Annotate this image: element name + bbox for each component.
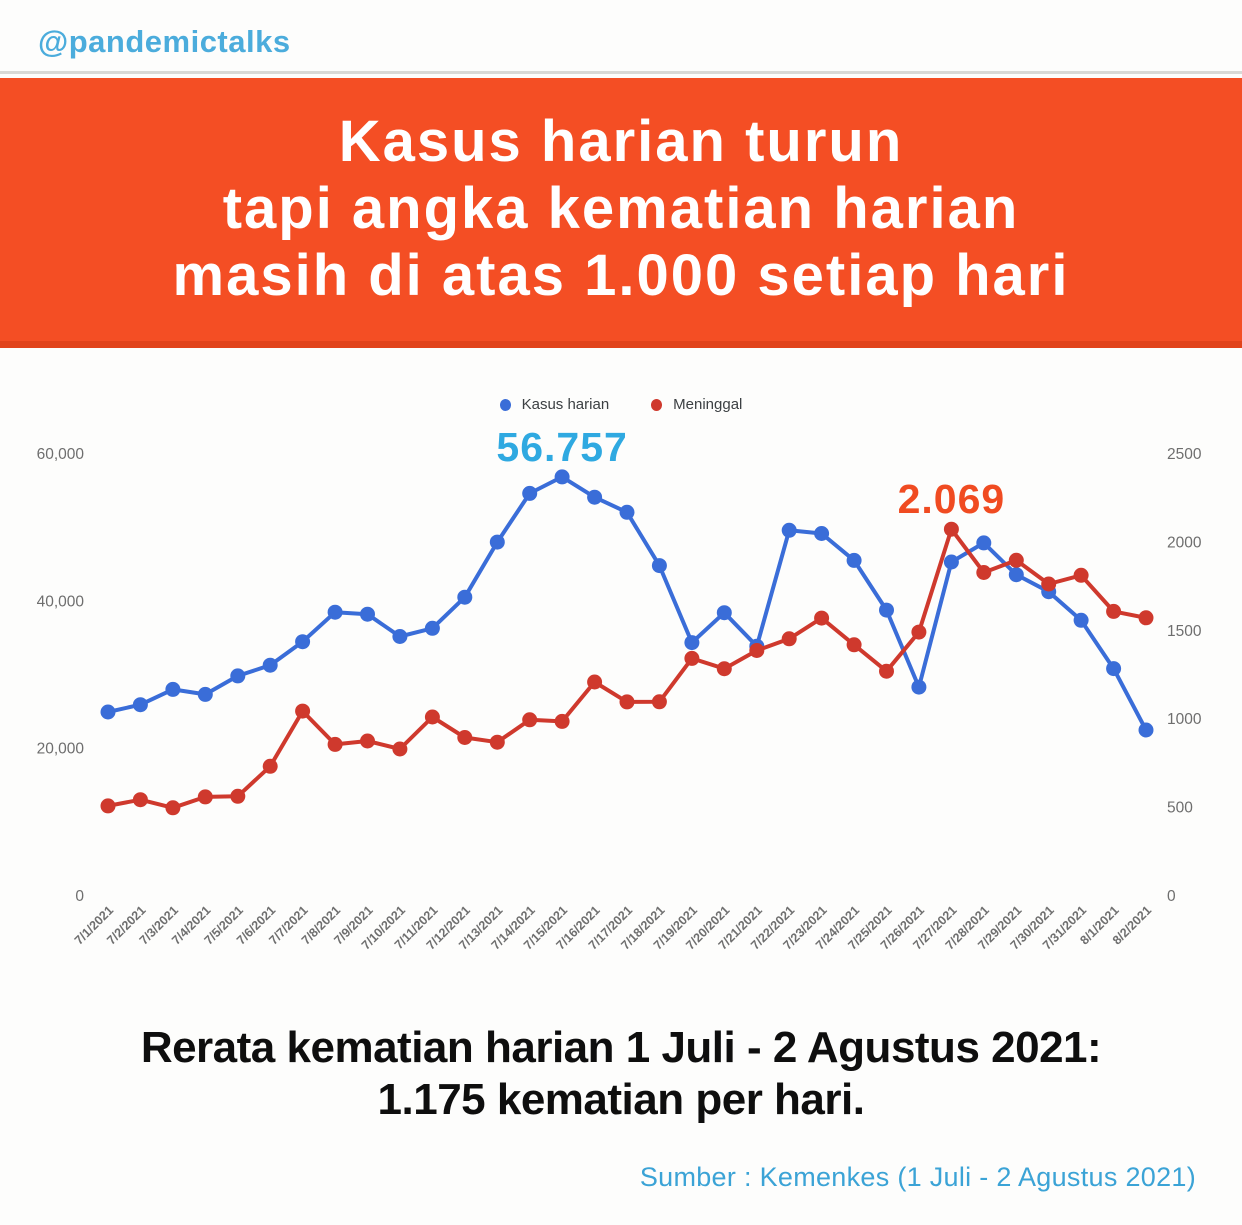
legend-label-meninggal: Meninggal xyxy=(673,396,743,413)
summary-line-2: 1.175 kematian per hari. xyxy=(377,1075,865,1124)
summary-text: Rerata kematian harian 1 Juli - 2 Agustu… xyxy=(0,1022,1242,1126)
data-point xyxy=(457,589,473,605)
headline-line-1: Kasus harian turun xyxy=(338,109,904,174)
data-point xyxy=(360,733,375,749)
data-point xyxy=(554,713,570,729)
data-point xyxy=(1073,567,1089,583)
legend-item-meninggal: Meninggal xyxy=(651,396,742,413)
data-point xyxy=(522,712,538,728)
data-point xyxy=(587,674,603,690)
data-point xyxy=(424,709,440,725)
left-axis-tick: 0 xyxy=(75,888,84,905)
right-axis-tick: 1000 xyxy=(1167,711,1202,728)
data-point xyxy=(489,534,505,550)
right-axis-tick: 500 xyxy=(1167,800,1193,817)
data-point xyxy=(197,789,213,805)
data-point xyxy=(749,643,765,658)
headline-line-2: tapi angka kematian harian xyxy=(222,176,1020,241)
chart-legend: Kasus harian Meninggal xyxy=(0,396,1242,413)
data-point xyxy=(976,535,992,551)
data-point xyxy=(327,736,343,752)
data-point xyxy=(587,489,603,505)
right-axis-tick: 2500 xyxy=(1167,446,1202,463)
divider-line xyxy=(0,71,1242,74)
legend-item-kasus-harian: Kasus harian xyxy=(499,396,610,413)
right-axis-tick: 1500 xyxy=(1167,623,1202,640)
data-point xyxy=(879,602,894,618)
data-point xyxy=(846,552,862,568)
data-point xyxy=(619,504,635,520)
summary-line-1: Rerata kematian harian 1 Juli - 2 Agustu… xyxy=(140,1023,1102,1072)
data-point xyxy=(911,679,927,695)
annotation-2.069: 2.069 xyxy=(898,476,1006,522)
data-point xyxy=(230,788,246,804)
data-point xyxy=(1041,576,1057,592)
data-point xyxy=(197,686,213,702)
data-point xyxy=(165,681,181,697)
headline-banner: Kasus harian turun tapi angka kematian h… xyxy=(0,78,1242,348)
data-point xyxy=(619,694,635,710)
source-attribution: Sumber : Kemenkes (1 Juli - 2 Agustus 20… xyxy=(639,1162,1196,1192)
data-point xyxy=(684,635,700,651)
data-point xyxy=(943,521,959,537)
brand-handle: @pandemictalks xyxy=(38,24,291,59)
data-point xyxy=(1106,603,1122,619)
data-point xyxy=(100,704,116,720)
legend-dot-red-icon xyxy=(651,398,663,411)
data-point xyxy=(132,697,148,713)
data-point xyxy=(846,637,862,653)
left-axis-tick: 40,000 xyxy=(37,593,85,610)
data-point xyxy=(1106,661,1122,677)
data-point xyxy=(814,526,830,541)
data-point xyxy=(1008,552,1024,568)
data-point xyxy=(716,605,732,621)
data-point xyxy=(522,485,538,501)
data-point xyxy=(684,650,700,666)
data-point xyxy=(1008,567,1024,583)
data-point xyxy=(327,604,343,620)
data-point xyxy=(781,631,797,647)
data-point xyxy=(262,657,278,673)
data-point xyxy=(651,694,667,710)
left-axis-tick: 60,000 xyxy=(37,446,85,463)
data-point xyxy=(262,758,278,774)
annotation-56.757: 56.757 xyxy=(496,424,627,470)
data-point xyxy=(879,663,894,679)
data-point xyxy=(100,798,116,814)
data-point xyxy=(295,703,311,719)
data-point xyxy=(1138,610,1154,626)
data-point xyxy=(392,741,408,757)
data-point xyxy=(716,661,732,677)
legend-label-kasus-harian: Kasus harian xyxy=(521,396,610,413)
data-point xyxy=(651,558,667,574)
data-point xyxy=(943,554,959,570)
data-point xyxy=(165,800,181,816)
data-point xyxy=(911,624,927,640)
data-point xyxy=(814,610,830,626)
data-point xyxy=(360,606,375,622)
cases-deaths-line-chart: 60,00040,00020,0000250020001500100050007… xyxy=(37,424,1202,953)
data-point xyxy=(976,565,992,580)
data-point xyxy=(230,668,246,684)
legend-dot-blue-icon xyxy=(499,398,511,411)
left-axis-tick: 20,000 xyxy=(37,741,85,758)
data-point xyxy=(457,730,473,745)
data-point xyxy=(1138,722,1154,738)
data-point xyxy=(392,629,408,644)
headline-line-3: masih di atas 1.000 setiap hari xyxy=(172,243,1070,308)
right-axis-tick: 2000 xyxy=(1167,534,1202,551)
data-point xyxy=(554,469,570,485)
right-axis-tick: 0 xyxy=(1167,888,1176,905)
data-point xyxy=(489,734,505,750)
data-point xyxy=(132,792,148,808)
data-point xyxy=(295,634,311,650)
data-point xyxy=(1073,612,1089,628)
data-point xyxy=(781,522,797,538)
data-point xyxy=(424,620,440,636)
